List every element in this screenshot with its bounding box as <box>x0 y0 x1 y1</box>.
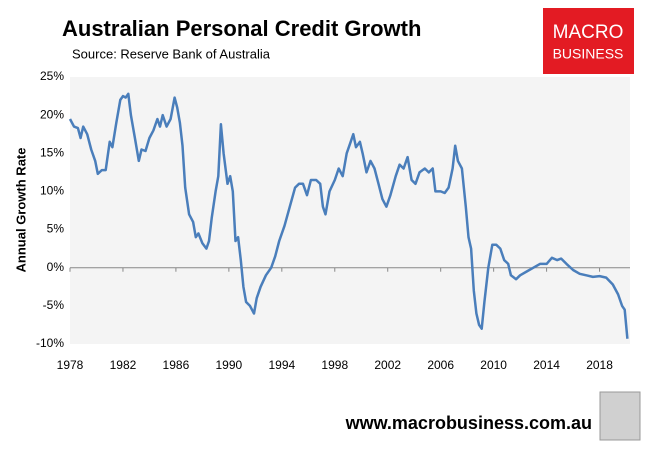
y-tick-label: 5% <box>47 222 65 236</box>
y-tick-label: 20% <box>40 107 64 121</box>
logo-text: BUSINESS <box>553 46 624 62</box>
y-axis-label: Annual Growth Rate <box>13 148 28 273</box>
chart-subtitle: Source: Reserve Bank of Australia <box>72 46 271 61</box>
y-tick-label: 10% <box>40 184 64 198</box>
x-tick-label: 2014 <box>533 358 560 372</box>
wolf-icon <box>599 391 641 441</box>
x-tick-label: 2010 <box>480 358 507 372</box>
y-tick-label: 25% <box>40 69 64 83</box>
footer: www.macrobusiness.com.au <box>345 413 592 433</box>
logo-text: MACRO <box>553 22 624 43</box>
x-tick-label: 1978 <box>57 358 84 372</box>
chart-title: Australian Personal Credit Growth <box>62 16 421 41</box>
x-tick-label: 1990 <box>216 358 243 372</box>
logo-box <box>543 8 634 74</box>
x-tick-label: 1994 <box>268 358 295 372</box>
y-tick-label: 0% <box>47 260 65 274</box>
y-tick-label: -10% <box>36 336 64 350</box>
plot-area <box>70 77 630 344</box>
y-tick-label: -5% <box>43 298 65 312</box>
x-tick-label: 2006 <box>427 358 454 372</box>
x-tick-label: 1998 <box>321 358 348 372</box>
x-tick-label: 2002 <box>374 358 401 372</box>
x-tick-label: 1982 <box>110 358 137 372</box>
data-line <box>68 92 629 339</box>
x-tick-label: 1986 <box>163 358 190 372</box>
y-tick-label: 15% <box>40 145 64 159</box>
x-tick-label: 2018 <box>586 358 613 372</box>
